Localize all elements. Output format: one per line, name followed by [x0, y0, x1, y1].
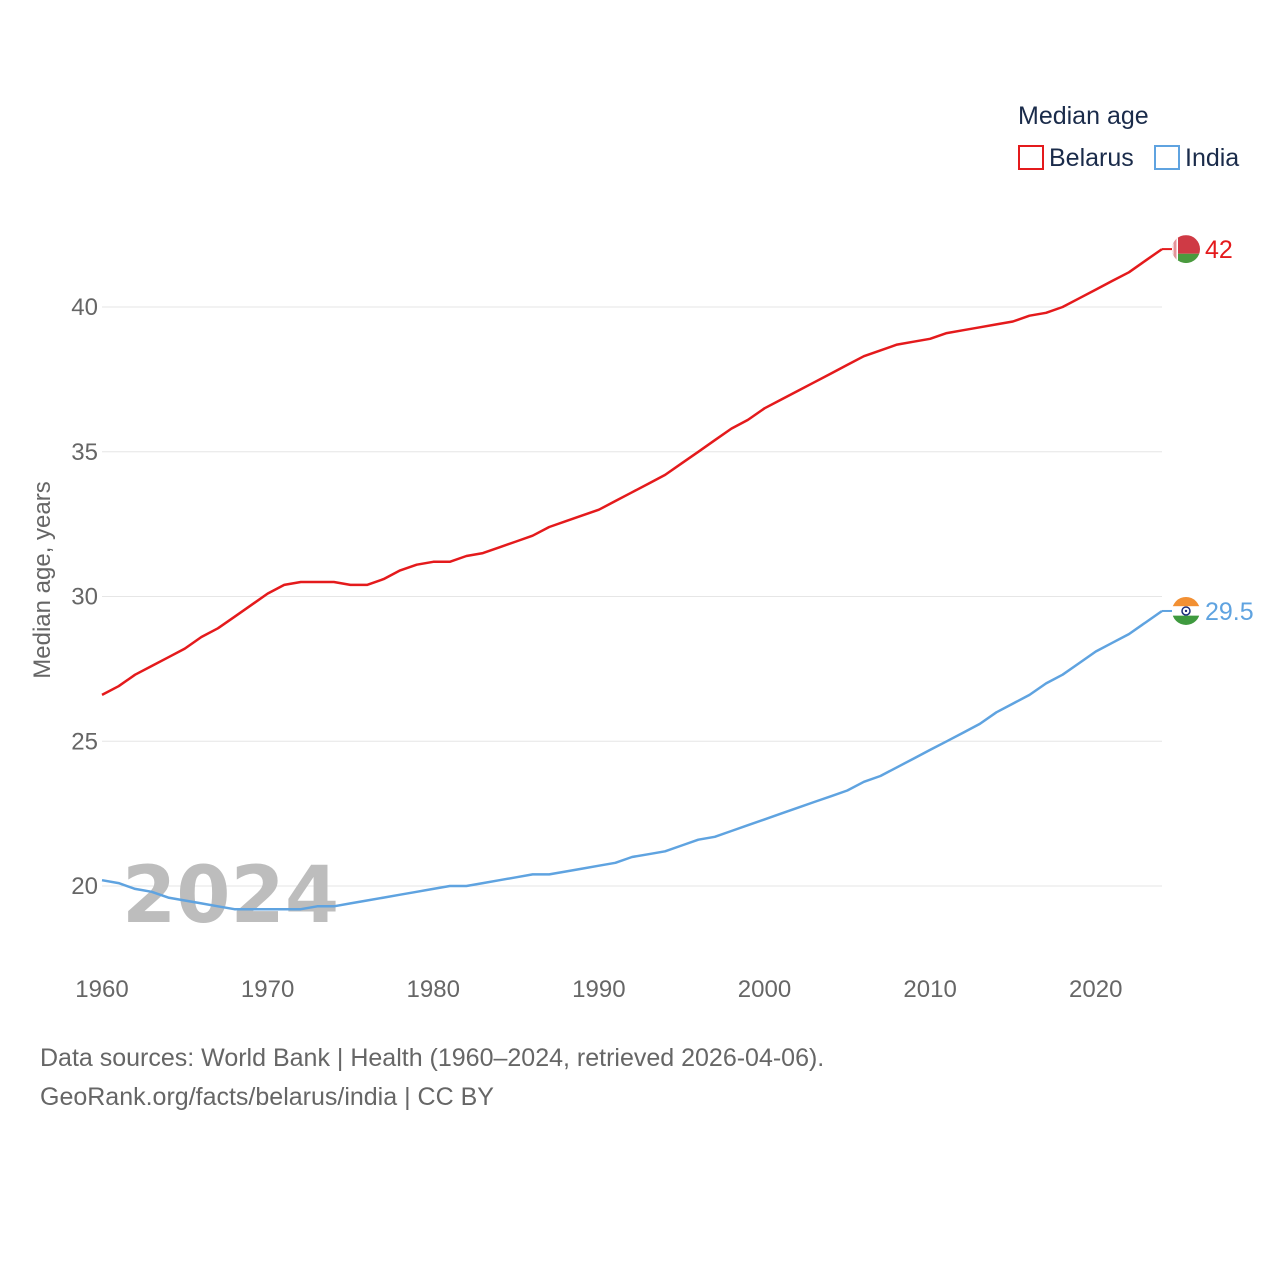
x-tick-label: 1970: [241, 976, 294, 1003]
belarus-line[interactable]: [101, 248, 1163, 697]
y-tick-label: 35: [71, 439, 98, 466]
legend-swatch-india: [1154, 145, 1180, 170]
y-tick-label: 30: [71, 584, 98, 611]
footer-sources: Data sources: World Bank | Health (1960–…: [40, 1044, 825, 1072]
y-axis: 20 25 30 35 40: [71, 294, 98, 900]
legend-swatch-belarus: [1018, 145, 1044, 170]
india-flag-icon: [1172, 596, 1200, 625]
x-tick-label: 2000: [738, 976, 791, 1003]
series-india: 29.5: [101, 596, 1254, 911]
y-tick-label: 20: [71, 873, 98, 900]
india-line[interactable]: [101, 609, 1163, 911]
legend-label-india: India: [1185, 144, 1239, 172]
footer-credit[interactable]: GeoRank.org/facts/belarus/india | CC BY: [40, 1083, 494, 1111]
y-tick-label: 40: [71, 294, 98, 321]
year-watermark: 2024: [122, 851, 339, 941]
y-tick-label: 25: [71, 728, 98, 755]
line-chart: 2024 20 25 30 35 40 1960 1970 1980 1990 2000 2010…: [29, 102, 1254, 1003]
series-belarus: 42: [101, 235, 1233, 697]
legend-title: Median age: [1018, 102, 1149, 130]
x-tick-label: 1960: [75, 976, 128, 1003]
legend: Median age Belarus India: [1018, 102, 1239, 172]
series-layer: 42 29.5: [101, 235, 1254, 911]
legend-item-belarus[interactable]: Belarus: [1018, 144, 1134, 172]
india-end-value-label: 29.5: [1205, 598, 1254, 626]
belarus-end-value-label: 42: [1205, 236, 1233, 264]
x-tick-label: 2010: [903, 976, 956, 1003]
gridlines: [102, 306, 1162, 887]
legend-item-india[interactable]: India: [1154, 144, 1239, 172]
belarus-flag-icon: [1172, 235, 1200, 264]
legend-label-belarus: Belarus: [1049, 144, 1134, 172]
x-tick-label: 2020: [1069, 976, 1122, 1003]
x-axis: 1960 1970 1980 1990 2000 2010 2020: [75, 976, 1122, 1003]
x-tick-label: 1980: [407, 976, 460, 1003]
y-axis-title: Median age, years: [29, 481, 56, 678]
x-tick-label: 1990: [572, 976, 625, 1003]
